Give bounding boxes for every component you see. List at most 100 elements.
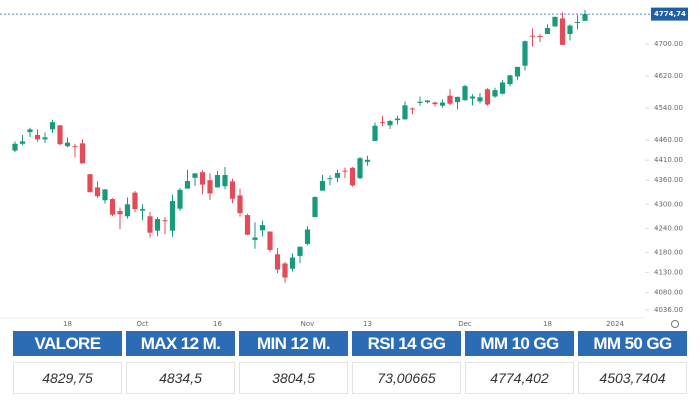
candle-body — [117, 211, 123, 215]
candle-body — [514, 66, 521, 77]
candle-body — [229, 181, 236, 199]
x-tick-label: 18 — [63, 320, 72, 328]
last-price-box — [651, 7, 688, 21]
candle-body — [274, 254, 281, 270]
candle-body — [484, 89, 491, 105]
candle-body — [529, 35, 536, 37]
stats-table: VALORE MAX 12 M. MIN 12 M. RSI 14 GG MM 10 G… — [13, 331, 687, 394]
candle-body — [372, 125, 378, 141]
x-tick-label: Oct — [136, 320, 148, 328]
candle-body — [19, 141, 26, 144]
candle-body — [207, 180, 213, 194]
candle-body — [252, 237, 258, 240]
candle-body — [64, 142, 71, 147]
candle-body — [334, 173, 341, 178]
x-tick-label: Nov — [301, 320, 315, 328]
candle-body — [364, 159, 371, 162]
y-tick-label: 4540.00 — [654, 104, 683, 112]
candle-body — [72, 146, 78, 148]
candle-body — [387, 120, 393, 126]
candle-body — [402, 105, 408, 120]
candle-body — [304, 229, 311, 244]
table-header: RSI 14 GG — [352, 331, 461, 356]
candle-body — [42, 137, 48, 140]
candle-body — [87, 174, 93, 193]
candle-body — [559, 18, 566, 45]
candle-body — [244, 215, 251, 235]
table-value: 73,00665 — [352, 362, 461, 394]
candle-body — [214, 175, 221, 188]
candle-body — [454, 96, 461, 103]
table-header: VALORE — [13, 331, 122, 356]
candle-body — [259, 225, 266, 231]
candle-body — [177, 189, 183, 209]
candle-body — [34, 134, 41, 140]
y-tick-label: 4240.00 — [654, 224, 683, 232]
candle-body — [49, 122, 56, 130]
candle-body — [297, 246, 303, 256]
candle-body — [312, 197, 318, 218]
candle-body — [109, 199, 116, 215]
candle-body — [574, 22, 581, 24]
table-header: MIN 12 M. — [239, 331, 348, 356]
candle-body — [57, 125, 63, 145]
candle-body — [289, 257, 296, 269]
x-tick-label: 18 — [543, 320, 552, 328]
last-price-label: 4774,74 — [654, 10, 686, 18]
candle-body — [192, 173, 198, 178]
candle-body — [94, 187, 101, 197]
candle-body — [477, 97, 483, 102]
candle-body — [447, 95, 453, 104]
candle-body — [12, 143, 18, 151]
candle-body — [132, 192, 138, 210]
y-tick-label: 4460.00 — [654, 136, 683, 144]
candle-body — [342, 170, 348, 172]
candle-body — [544, 28, 551, 35]
candle-body — [357, 158, 363, 179]
x-tick-label: 13 — [363, 320, 372, 328]
table-value: 3804,5 — [239, 362, 348, 394]
y-tick-label: 4180.00 — [654, 248, 683, 256]
settings-icon[interactable] — [671, 320, 679, 328]
candle-body — [409, 108, 416, 110]
candle-body — [169, 201, 176, 231]
candle-body — [499, 82, 506, 94]
table-header: MM 10 GG — [465, 331, 574, 356]
candle-body — [537, 36, 543, 38]
y-tick-label: 4036.00 — [654, 306, 683, 314]
candle-body — [184, 181, 191, 189]
candle-body — [552, 16, 558, 27]
candle-body — [417, 101, 423, 103]
candle-body — [162, 220, 168, 222]
candle-body — [319, 181, 326, 191]
table-header: MM 50 GG — [578, 331, 687, 356]
candle-body — [139, 209, 146, 211]
table-value: 4503,7404 — [578, 362, 687, 394]
candle-body — [282, 263, 288, 278]
y-tick-label: 4410.00 — [654, 156, 683, 164]
y-tick-label: 4360.00 — [654, 176, 683, 184]
candle-body — [379, 122, 386, 124]
candle-body — [432, 102, 438, 105]
x-tick-label: Dec — [458, 320, 472, 328]
candle-body — [507, 75, 513, 85]
y-tick-label: 4300.00 — [654, 200, 683, 208]
table-value: 4834,5 — [126, 362, 235, 394]
candle-body — [439, 102, 446, 106]
candle-body — [424, 100, 431, 103]
table-value: 4774,402 — [465, 362, 574, 394]
candle-body — [124, 204, 131, 217]
candle-body — [394, 118, 401, 121]
y-tick-label: 4130.00 — [654, 268, 683, 276]
candle-body — [349, 167, 356, 186]
candle-body — [267, 231, 273, 250]
x-tick-label: 2024 — [606, 320, 624, 328]
candle-body — [102, 189, 108, 201]
table-header: MAX 12 M. — [126, 331, 235, 356]
candle-body — [154, 219, 161, 231]
candle-body — [492, 90, 498, 97]
candle-body — [79, 143, 86, 164]
candle-body — [199, 172, 206, 185]
candle-body — [462, 86, 468, 101]
y-tick-label: 4080.00 — [654, 288, 683, 296]
